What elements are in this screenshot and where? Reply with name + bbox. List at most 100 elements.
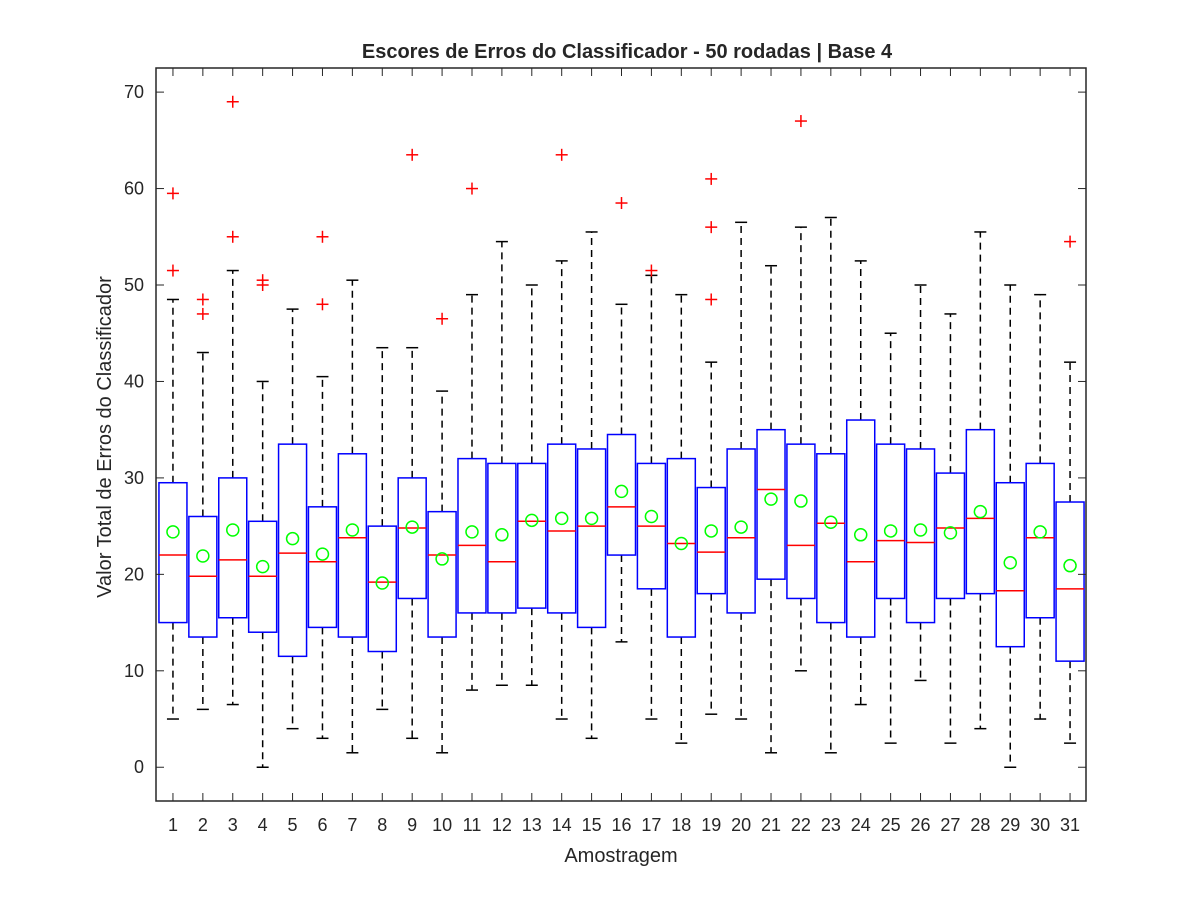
box-group: [875, 332, 906, 744]
box-group: [367, 346, 398, 711]
mean-marker: [375, 576, 390, 590]
box-iqr: [546, 443, 577, 614]
outlier-point: [436, 312, 449, 325]
box-group: [158, 187, 188, 720]
y-tick-label: 40: [124, 371, 144, 391]
mean-marker: [435, 552, 449, 566]
outlier-point: [406, 148, 419, 161]
outlier-point: [196, 307, 209, 320]
mean-marker: [973, 504, 988, 519]
box-iqr: [1025, 462, 1055, 619]
y-tick-label: 20: [124, 564, 144, 584]
axes-frame: [155, 67, 1087, 802]
box-group: [756, 264, 786, 754]
y-tick-label: 30: [124, 468, 144, 488]
x-tick-label: 23: [821, 815, 841, 835]
box-iqr: [845, 419, 876, 638]
box-iqr: [965, 428, 996, 595]
box-group: [726, 221, 756, 720]
x-tick-label: 28: [970, 815, 990, 835]
mean-marker: [1003, 556, 1018, 570]
x-tick-label: 30: [1030, 815, 1050, 835]
outlier-point: [705, 221, 718, 234]
chart-title: Escores de Erros do Classificador - 50 r…: [362, 41, 893, 63]
box-iqr: [905, 448, 936, 624]
box-group: [247, 274, 278, 768]
y-tick-label: 70: [124, 82, 144, 102]
box-group: [487, 240, 517, 687]
y-axis-label: Valor Total de Erros do Classificador: [94, 276, 116, 598]
box-group: [845, 260, 876, 706]
x-tick-label: 4: [258, 815, 268, 835]
x-tick-label: 9: [407, 815, 417, 835]
outlier-point: [256, 274, 269, 287]
x-tick-label: 5: [288, 815, 298, 835]
mean-marker: [614, 484, 629, 499]
outlier-point: [615, 197, 628, 210]
box-iqr: [427, 510, 457, 638]
x-axis-label: Amostragem: [564, 845, 677, 867]
box-group: [935, 313, 966, 744]
x-tick-label: 27: [940, 815, 960, 835]
x-tick-label: 7: [347, 815, 357, 835]
box-group: [427, 312, 457, 754]
box-iqr: [935, 472, 966, 600]
y-tick-label: 10: [124, 661, 144, 681]
box-iqr: [158, 481, 188, 624]
box-iqr: [1055, 501, 1085, 662]
box-group: [1055, 235, 1085, 744]
x-tick-label: 6: [317, 815, 327, 835]
outlier-point: [705, 172, 718, 185]
box-iqr: [666, 457, 697, 638]
box-group: [218, 95, 248, 706]
box-iqr: [756, 428, 786, 580]
outlier-point: [1064, 235, 1077, 248]
outlier-point: [465, 182, 478, 195]
box-group: [517, 284, 547, 687]
outlier-point: [645, 264, 658, 277]
x-axis: 1 2 3 4 5 6 7 8 9 10 11 12 13 14 15 16 17 18 19 20 21 22 23 24 2…: [168, 68, 1080, 835]
box-iqr: [606, 433, 637, 556]
x-tick-label: 20: [731, 815, 751, 835]
mean-marker: [764, 492, 778, 506]
y-tick-label: 50: [124, 275, 144, 295]
mean-marker: [644, 509, 659, 524]
box-group: [307, 230, 338, 740]
mean-marker: [674, 536, 689, 551]
box-iqr: [367, 525, 398, 653]
box-group: [965, 231, 996, 730]
box-group: [786, 115, 816, 672]
mean-marker: [166, 525, 180, 539]
mean-marker: [554, 511, 569, 526]
box-group: [397, 148, 427, 740]
outlier-point: [705, 293, 718, 306]
x-tick-label: 16: [611, 815, 631, 835]
mean-marker: [525, 513, 539, 528]
mean-marker: [883, 524, 898, 538]
mean-marker: [1063, 558, 1077, 573]
box-iqr: [487, 462, 517, 614]
x-tick-label: 24: [851, 815, 871, 835]
box-group: [696, 172, 726, 715]
x-tick-label: 31: [1060, 815, 1080, 835]
box-group: [337, 279, 368, 754]
x-tick-label: 21: [761, 815, 781, 835]
mean-marker: [196, 549, 210, 563]
box-iqr: [875, 443, 906, 600]
mean-marker: [315, 547, 330, 561]
x-tick-label: 18: [671, 815, 691, 835]
outlier-point: [794, 115, 807, 128]
mean-marker: [495, 528, 509, 542]
box-group: [666, 293, 697, 744]
box-group: [1025, 293, 1055, 720]
x-tick-label: 15: [582, 815, 602, 835]
mean-marker: [285, 531, 300, 546]
x-tick-label: 12: [492, 815, 512, 835]
box-iqr: [696, 486, 726, 595]
x-tick-label: 14: [552, 815, 572, 835]
box-iqr: [726, 448, 756, 614]
x-tick-label: 22: [791, 815, 811, 835]
plot-area: [158, 95, 1085, 768]
